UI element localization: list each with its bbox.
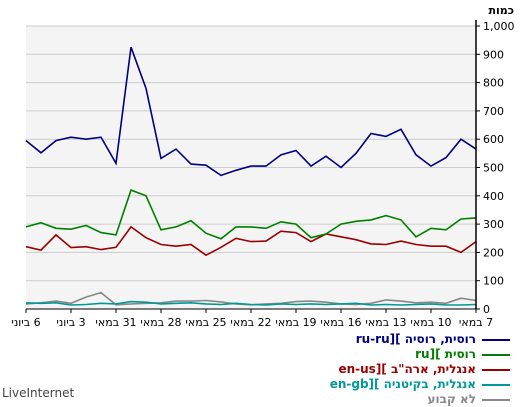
legend: רוסית, רוסיה ][ru-ru רוסית ][ru אנגלית, אר… [0,332,510,407]
x-tick-label: 28 במאי [140,316,181,329]
legend-label: לא קבוע [427,392,476,406]
y-tick-label: 600 [483,133,504,146]
legend-swatch [482,369,510,371]
legend-label: אנגלית, בקיטניה ][en-gb [329,377,476,391]
y-tick-label: 800 [483,77,504,90]
x-tick-label: 22 במאי [230,316,271,329]
x-tick-label: 25 במאי [185,316,226,329]
y-tick-label: 100 [483,275,504,288]
y-tick-label: 500 [483,162,504,175]
y-tick-label: 1,000 [483,20,515,33]
legend-swatch [482,339,510,341]
legend-label: רוסית ][ru [415,347,476,361]
y-tick-label: 900 [483,48,504,61]
series-line [25,300,477,306]
x-tick-label: 19 במאי [275,316,316,329]
x-tick-label: 7 במאי [459,316,493,329]
x-axis: 6 ביוני 3 ביוני 31 במאי 28 במאי 25 במאי 22 במ… [11,309,493,329]
grid-lines [26,25,476,282]
legend-item: לא קבוע [0,392,510,407]
brand-label: LiveInternet [2,386,75,400]
legend-swatch [482,399,510,401]
series-line [25,46,477,177]
y-axis-label: כמות [489,4,514,17]
legend-item: אנגלית, בקיטניה ][en-gb [0,377,510,392]
legend-item: רוסית, רוסיה ][ru-ru [0,332,510,347]
x-tick-label: 10 במאי [410,316,451,329]
series-line [25,189,477,240]
legend-swatch [482,354,510,356]
x-tick-label: 16 במאי [320,316,361,329]
series-lines [25,46,477,306]
legend-swatch [482,384,510,386]
y-tick-label: 200 [483,246,504,259]
x-tick-label: 3 ביוני [56,316,85,329]
legend-label: רוסית, רוסיה ][ru-ru [355,332,476,346]
y-tick-label: 0 [483,303,490,316]
legend-label: אנגלית, ארה"ב ][en-us [338,362,476,376]
y-tick-label: 400 [483,190,504,203]
series-line [25,225,477,257]
x-tick-label: 31 במאי [95,316,136,329]
y-tick-label: 700 [483,105,504,118]
legend-item: רוסית ][ru [0,347,510,362]
legend-item: אנגלית, ארה"ב ][en-us [0,362,510,377]
x-tick-label: 6 ביוני [11,316,40,329]
x-tick-label: 13 במאי [365,316,406,329]
y-tick-label: 300 [483,218,504,231]
line-chart: 0 100 200 300 400 500 600 700 800 900 1,000 6 ביונ… [11,4,515,329]
